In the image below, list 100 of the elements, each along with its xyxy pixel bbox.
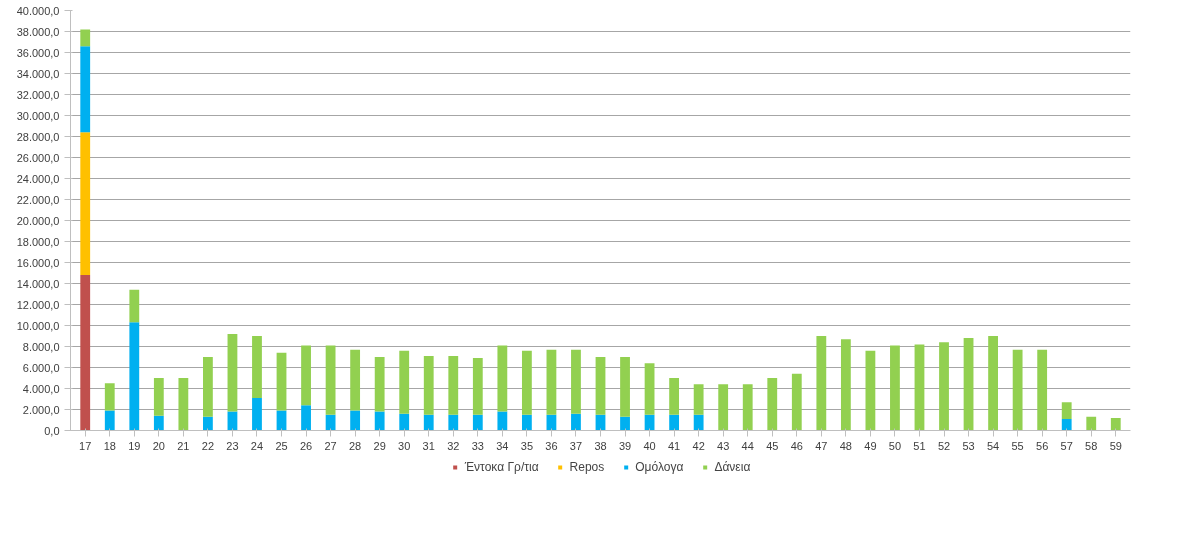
x-tick-label: 59 <box>1109 439 1122 452</box>
bar <box>497 411 508 431</box>
x-tick-label: 17 <box>79 439 92 452</box>
y-tick-label: 36.000,0 <box>16 46 60 59</box>
bar <box>669 378 680 415</box>
bar <box>374 357 385 412</box>
y-tick-label: 26.000,0 <box>16 151 60 164</box>
bar <box>80 132 91 276</box>
x-tick-label: 30 <box>398 439 411 452</box>
y-tick-label: 14.000,0 <box>16 277 60 290</box>
bar <box>301 345 311 406</box>
bar <box>104 383 115 411</box>
x-tick-label: 45 <box>766 439 779 452</box>
bar <box>80 275 91 431</box>
bar <box>423 414 434 431</box>
x-tick-label: 49 <box>864 439 877 452</box>
y-tick-label: 12.000,0 <box>16 298 60 311</box>
bar <box>620 357 630 417</box>
bar <box>595 357 606 415</box>
x-tick-label: 54 <box>986 439 1000 452</box>
x-tick-label: 33 <box>471 439 484 452</box>
bar <box>301 405 311 431</box>
y-tick-label: 16.000,0 <box>16 256 60 269</box>
bar <box>669 414 680 431</box>
y-tick-label: 20.000,0 <box>16 214 60 227</box>
bar <box>914 344 925 431</box>
x-tick-label: 36 <box>545 439 558 452</box>
x-tick-label: 37 <box>569 439 583 452</box>
bar <box>472 414 483 431</box>
bar <box>350 410 361 431</box>
y-tick-label: 38.000,0 <box>16 25 60 38</box>
bar <box>399 413 410 431</box>
x-tick-label: 19 <box>128 439 141 452</box>
bar <box>1110 417 1121 431</box>
bar <box>939 342 949 431</box>
bar <box>988 336 998 431</box>
x-tick-label: 34 <box>496 439 509 452</box>
bar <box>1061 402 1072 419</box>
bar <box>840 339 851 431</box>
x-tick-label: 51 <box>913 439 926 452</box>
bar <box>252 336 262 398</box>
bar <box>448 414 459 431</box>
bar <box>963 338 974 431</box>
bar <box>497 345 508 412</box>
x-tick-label: 29 <box>373 439 386 452</box>
x-tick-label: 28 <box>349 439 362 452</box>
x-tick-label: 18 <box>103 439 116 452</box>
x-tick-label: 46 <box>790 439 803 452</box>
bar <box>350 349 361 411</box>
x-tick-label: 21 <box>177 439 190 452</box>
y-tick-label: 6.000,0 <box>22 361 60 374</box>
bar <box>325 414 336 431</box>
x-tick-label: 38 <box>594 439 607 452</box>
y-tick-label: 40.000,0 <box>16 4 60 17</box>
x-tick-label: 27 <box>324 439 337 452</box>
bar <box>325 345 336 415</box>
x-tick-label: 47 <box>815 439 828 452</box>
bar <box>153 378 164 416</box>
bar <box>80 46 91 133</box>
bar <box>399 350 410 414</box>
bar <box>1061 418 1072 431</box>
bar <box>129 289 140 323</box>
y-tick-label: 28.000,0 <box>16 130 60 143</box>
bar <box>620 416 630 431</box>
x-tick-label: 41 <box>667 439 681 452</box>
y-tick-label: 2.000,0 <box>22 403 60 416</box>
bar <box>80 29 91 47</box>
bar <box>178 378 189 431</box>
y-tick-label: 30.000,0 <box>16 109 60 122</box>
x-tick-label: 50 <box>888 439 902 452</box>
x-tick-label: 58 <box>1085 439 1098 452</box>
bar <box>816 336 827 431</box>
x-tick-label: 42 <box>692 439 705 452</box>
x-tick-label: 31 <box>422 439 435 452</box>
y-tick-label: 8.000,0 <box>22 340 60 353</box>
y-tick-label: 10.000,0 <box>16 319 60 332</box>
bar <box>227 333 238 412</box>
bar <box>448 355 459 415</box>
x-tick-label: 53 <box>962 439 975 452</box>
bar <box>693 384 704 415</box>
bar <box>767 378 778 431</box>
x-tick-label: 52 <box>937 439 951 452</box>
x-tick-label: 20 <box>152 439 165 452</box>
x-tick-label: 40 <box>643 439 656 452</box>
bar <box>129 322 140 431</box>
bar <box>865 350 876 431</box>
bar <box>521 414 532 431</box>
bar <box>521 350 532 415</box>
bar <box>104 410 115 431</box>
x-tick-label: 57 <box>1060 439 1073 452</box>
y-tick-label: 34.000,0 <box>16 67 60 80</box>
y-tick-label: 18.000,0 <box>16 235 60 248</box>
y-tick-label: 22.000,0 <box>16 193 60 206</box>
bar <box>472 358 483 415</box>
y-tick-label: 32.000,0 <box>16 88 60 101</box>
bar <box>276 352 287 411</box>
y-tick-label: 0,0 <box>44 424 60 437</box>
bar <box>1012 349 1023 431</box>
bar <box>1086 416 1097 431</box>
legend-label: Repos <box>569 460 605 474</box>
